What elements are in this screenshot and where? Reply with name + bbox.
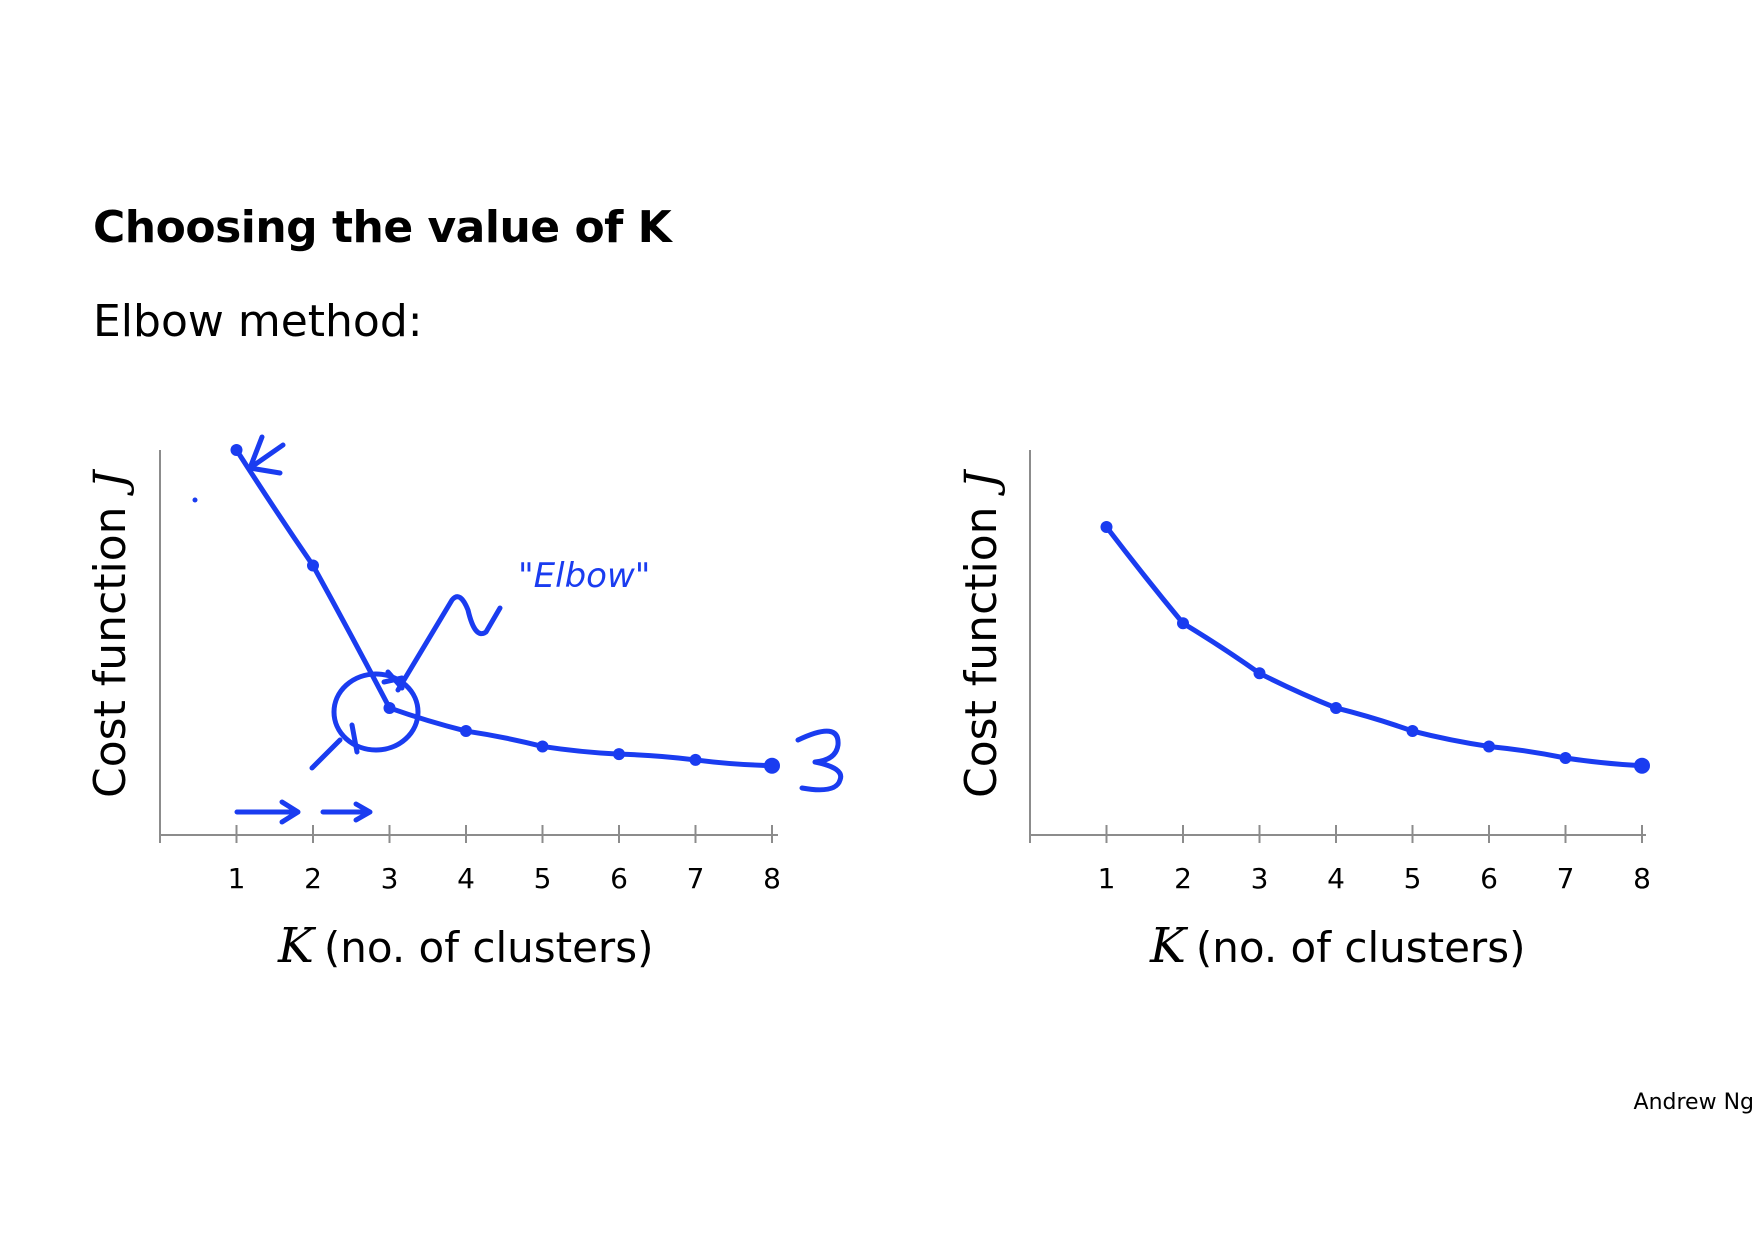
x-tick-label: 2 bbox=[1174, 862, 1192, 895]
series-points bbox=[1100, 521, 1650, 774]
data-point bbox=[230, 444, 243, 456]
x-tick-label: 6 bbox=[610, 862, 628, 895]
series-line bbox=[1104, 524, 1645, 769]
data-point bbox=[383, 701, 396, 714]
data-point bbox=[536, 740, 549, 753]
slide-subtitle: Elbow method: bbox=[93, 296, 423, 347]
data-point bbox=[1330, 701, 1342, 714]
elbow-circle-annotation bbox=[331, 671, 421, 753]
elbow-annotation: "Elbow" bbox=[518, 556, 650, 596]
x-tick-label: 7 bbox=[1557, 862, 1575, 895]
data-point bbox=[1483, 740, 1495, 753]
x-axis-label-text: (no. of clusters) bbox=[324, 923, 654, 972]
data-point bbox=[1634, 757, 1650, 774]
author-credit: Andrew Ng bbox=[1633, 1090, 1754, 1115]
data-point bbox=[613, 748, 625, 761]
elbow-mark-annotation bbox=[381, 669, 405, 691]
data-point bbox=[764, 757, 780, 774]
chart-right: 1 2 3 4 5 6 7 8 Cost function J K (no. of cluster… bbox=[956, 450, 1651, 974]
chart-left: 1 2 3 4 5 6 7 8 Cost function J K (no. of cluster… bbox=[85, 434, 844, 974]
x-axis-variable: K bbox=[1149, 918, 1189, 974]
handwritten-3-annotation bbox=[795, 728, 844, 793]
arrow-annotation-icon bbox=[247, 434, 286, 476]
data-point bbox=[689, 753, 702, 766]
x-tick-label: 4 bbox=[457, 862, 475, 895]
x-tick-label: 2 bbox=[304, 862, 322, 895]
y-axis-variable: J bbox=[956, 468, 1007, 496]
arrow-right-annotation-icon bbox=[234, 799, 301, 825]
data-point bbox=[1177, 617, 1189, 630]
elbow-tick-annotation bbox=[309, 722, 360, 771]
x-tick-label: 1 bbox=[228, 862, 246, 895]
y-axis-label-text: Cost function bbox=[85, 506, 136, 798]
x-ticks: 1 2 3 4 5 6 7 8 bbox=[1029, 825, 1651, 895]
x-tick-label: 6 bbox=[1480, 862, 1498, 895]
data-point bbox=[1559, 752, 1572, 764]
x-axis-label: K (no. of clusters) bbox=[277, 918, 653, 974]
x-tick-label: 3 bbox=[1251, 862, 1269, 895]
data-point bbox=[460, 725, 472, 738]
x-axis-label-text: (no. of clusters) bbox=[1196, 923, 1526, 972]
x-axis-variable: K bbox=[277, 918, 317, 974]
x-tick-label: 5 bbox=[534, 862, 552, 895]
elbow-pointer-annotation bbox=[395, 594, 503, 693]
x-tick-label: 1 bbox=[1098, 862, 1116, 895]
x-tick-label: 8 bbox=[763, 862, 781, 895]
x-tick-label: 5 bbox=[1404, 862, 1422, 895]
x-tick-label: 7 bbox=[687, 862, 705, 895]
y-axis-label: Cost function J bbox=[85, 468, 136, 798]
ink-speck bbox=[192, 497, 198, 503]
arrow-right-annotation-icon bbox=[320, 801, 373, 823]
series-points bbox=[230, 444, 780, 774]
x-tick-label: 3 bbox=[381, 862, 399, 895]
x-tick-label: 8 bbox=[1633, 862, 1651, 895]
y-axis-variable: J bbox=[85, 468, 136, 496]
series-line bbox=[234, 447, 775, 769]
slide-title: Choosing the value of K bbox=[93, 202, 672, 253]
y-axis-label-text: Cost function bbox=[956, 506, 1007, 798]
data-point bbox=[307, 559, 319, 572]
x-ticks: 1 2 3 4 5 6 7 8 bbox=[159, 825, 781, 895]
x-tick-label: 4 bbox=[1327, 862, 1345, 895]
data-point bbox=[1406, 725, 1419, 738]
data-point bbox=[1100, 521, 1113, 533]
data-point bbox=[1253, 667, 1266, 680]
x-axis-label: K (no. of clusters) bbox=[1149, 918, 1525, 974]
y-axis-label: Cost function J bbox=[956, 468, 1007, 798]
